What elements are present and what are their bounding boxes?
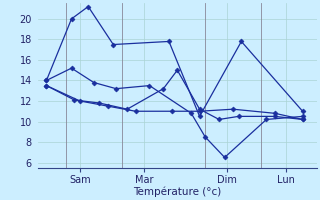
X-axis label: Température (°c): Température (°c)	[133, 186, 221, 197]
